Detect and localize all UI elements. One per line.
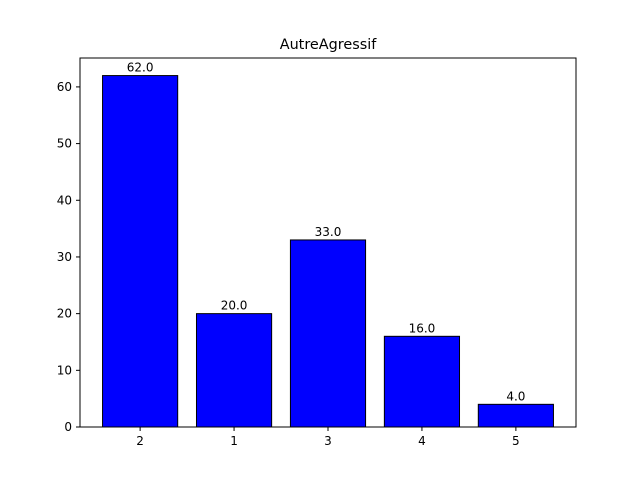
y-tick-label-30: 30 xyxy=(57,250,72,264)
x-tick-label-5: 5 xyxy=(512,434,520,448)
data-label-2: 62.0 xyxy=(127,61,154,75)
bar-5 xyxy=(477,403,554,428)
plot-frame xyxy=(79,57,577,428)
y-tick-label-0: 0 xyxy=(64,420,72,434)
bar-4 xyxy=(383,335,461,428)
y-tick-label-40: 40 xyxy=(57,193,72,207)
bar-2 xyxy=(102,75,179,428)
y-axis: 0 10 20 30 40 50 60 xyxy=(57,80,80,434)
x-tick-label-4: 4 xyxy=(418,434,426,448)
x-axis: 2 1 3 4 5 xyxy=(136,427,520,448)
data-label-5: 4.0 xyxy=(506,389,525,403)
y-tick-label-10: 10 xyxy=(57,363,72,377)
x-tick-label-3: 3 xyxy=(324,434,332,448)
bars-group xyxy=(102,75,554,428)
chart-title: AutreAgressif xyxy=(280,37,377,53)
bar-3 xyxy=(289,239,367,428)
y-tick-label-50: 50 xyxy=(57,137,72,151)
data-label-1: 20.0 xyxy=(221,299,248,313)
data-label-3: 33.0 xyxy=(315,225,342,239)
data-label-4: 16.0 xyxy=(409,321,436,335)
data-labels-group: 62.0 20.0 33.0 16.0 4.0 xyxy=(127,61,526,404)
x-tick-label-2: 2 xyxy=(136,434,144,448)
y-tick-label-20: 20 xyxy=(57,307,72,321)
y-tick-label-60: 60 xyxy=(57,80,72,94)
bar-1 xyxy=(195,313,273,428)
x-tick-label-1: 1 xyxy=(230,434,238,448)
